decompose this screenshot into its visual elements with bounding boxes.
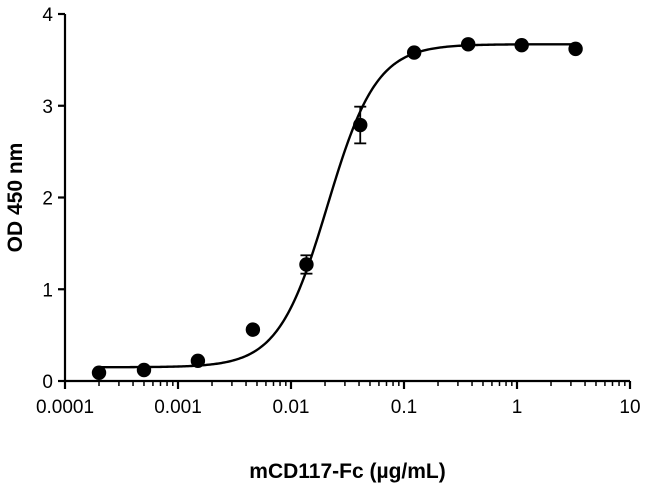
data-point — [190, 353, 206, 369]
x-tick-label: 1 — [512, 397, 523, 418]
data-points — [91, 37, 583, 380]
x-tick-label: 0.01 — [273, 397, 310, 418]
x-tick-label: 0.0001 — [36, 397, 94, 418]
y-axis-title: OD 450 nm — [4, 143, 27, 253]
data-point — [406, 45, 422, 60]
data-point — [514, 37, 529, 53]
x-axis-title: mCD117-Fc (µg/mL) — [249, 460, 445, 483]
data-point — [136, 362, 152, 378]
x-tick-label: 10 — [619, 397, 640, 418]
data-point — [568, 41, 583, 57]
y-tick-label: 0 — [42, 372, 53, 393]
x-tick-label: 0.001 — [154, 397, 202, 418]
fit-curve-group — [99, 43, 576, 369]
data-point — [299, 257, 314, 272]
x-tick-label: 0.1 — [391, 397, 417, 418]
data-point — [353, 117, 368, 133]
data-point — [461, 37, 476, 52]
y-tick-label: 4 — [42, 5, 53, 26]
y-tick-label: 3 — [42, 97, 53, 118]
data-point — [245, 322, 261, 337]
ticks: 0 1 2 3 4 0.0001 0.001 0.01 0.1 1 10 — [36, 5, 641, 418]
y-tick-label: 2 — [42, 189, 53, 210]
y-tick-label: 1 — [42, 280, 53, 301]
fit-curve — [99, 43, 576, 369]
axes — [63, 14, 630, 383]
data-point — [91, 365, 107, 380]
